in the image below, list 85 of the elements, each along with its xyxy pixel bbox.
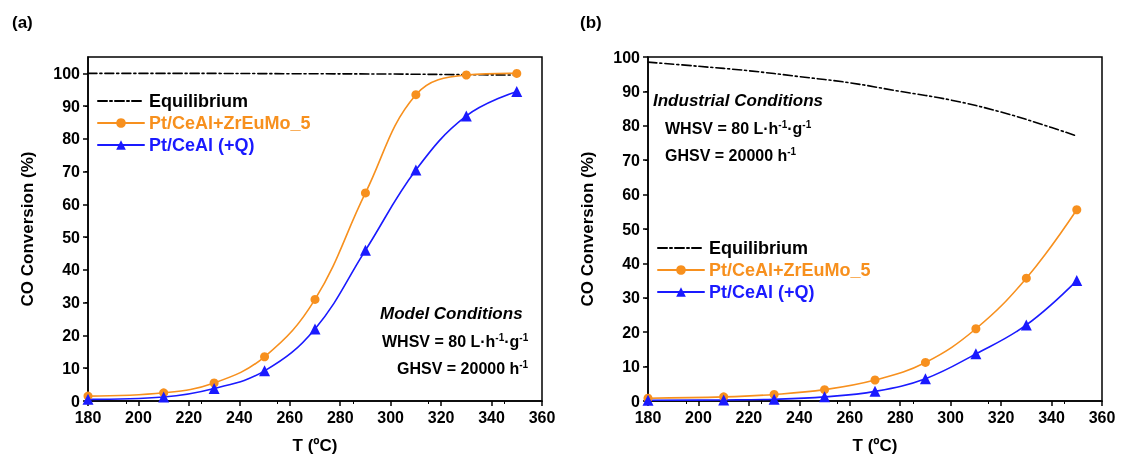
point xyxy=(1071,275,1083,287)
y-tick-label: 20 xyxy=(622,323,641,341)
y-tick-label: 70 xyxy=(622,151,641,169)
x-tick-label: 220 xyxy=(735,408,763,426)
x-tick-label: 320 xyxy=(427,408,455,426)
point xyxy=(310,294,320,304)
y-tick-label: 100 xyxy=(613,48,641,66)
point xyxy=(208,383,220,395)
y-tick-label: 80 xyxy=(62,130,81,148)
y-axis-title: CO Conversion (%) xyxy=(578,151,597,307)
x-tick-label: 180 xyxy=(634,408,662,426)
point xyxy=(410,164,422,176)
x-tick-label: 280 xyxy=(886,408,914,426)
annotation: Industrial Conditions xyxy=(653,91,823,110)
point xyxy=(259,365,271,377)
y-tick-label: 60 xyxy=(62,195,81,213)
x-axis-title: T (ºC) xyxy=(852,436,898,455)
point xyxy=(512,68,522,78)
point xyxy=(820,385,830,395)
legend-label: Equilibrium xyxy=(149,91,248,111)
y-tick-label: 40 xyxy=(62,261,81,279)
point xyxy=(511,85,523,97)
y-tick-label: 90 xyxy=(62,97,81,115)
y-tick-label: 80 xyxy=(622,117,641,135)
x-tick-label: 300 xyxy=(377,408,405,426)
x-tick-label: 180 xyxy=(74,408,102,426)
point xyxy=(359,244,371,256)
point xyxy=(970,348,982,360)
point xyxy=(309,323,321,335)
point xyxy=(460,110,472,122)
x-tick-label: 200 xyxy=(685,408,712,426)
chart-title: (a) xyxy=(12,13,33,32)
point xyxy=(461,70,471,80)
legend-label: Pt/CeAl (+Q) xyxy=(709,282,815,302)
point xyxy=(971,324,981,334)
y-tick-label: 90 xyxy=(622,82,641,100)
point xyxy=(158,391,170,403)
chart-title: (b) xyxy=(580,13,602,32)
annotation: Model Conditions xyxy=(380,304,523,323)
point xyxy=(768,393,780,405)
y-tick-label: 30 xyxy=(62,294,81,312)
x-tick-label: 240 xyxy=(225,408,253,426)
point xyxy=(920,357,930,367)
y-tick-label: 50 xyxy=(62,228,81,246)
point xyxy=(82,393,94,405)
x-tick-label: 340 xyxy=(478,408,505,426)
point xyxy=(1072,205,1082,215)
y-tick-label: 40 xyxy=(622,254,641,272)
y-tick-label: 0 xyxy=(631,392,641,410)
point xyxy=(411,90,421,100)
legend-label: Equilibrium xyxy=(709,238,808,258)
y-tick-label: 60 xyxy=(622,186,641,204)
legend-label: Pt/CeAl+ZrEuMo_5 xyxy=(709,260,871,280)
y-tick-label: 70 xyxy=(62,163,81,181)
y-tick-label: 0 xyxy=(71,392,81,410)
x-tick-label: 340 xyxy=(1038,408,1065,426)
point xyxy=(260,352,270,362)
x-tick-label: 360 xyxy=(1088,408,1116,426)
legend-label: Pt/CeAl (+Q) xyxy=(149,135,255,155)
x-tick-label: 300 xyxy=(937,408,965,426)
point xyxy=(360,188,370,198)
x-tick-label: 240 xyxy=(785,408,813,426)
legend-label: Pt/CeAl+ZrEuMo_5 xyxy=(149,113,311,133)
point xyxy=(1021,273,1031,283)
point xyxy=(819,391,831,403)
y-tick-label: 30 xyxy=(622,289,641,307)
y-tick-label: 10 xyxy=(62,359,81,377)
point xyxy=(718,394,730,406)
y-tick-label: 50 xyxy=(622,220,641,238)
x-tick-label: 220 xyxy=(175,408,203,426)
y-tick-label: 20 xyxy=(62,326,81,344)
x-tick-label: 200 xyxy=(125,408,152,426)
x-tick-label: 360 xyxy=(528,408,556,426)
x-tick-label: 260 xyxy=(836,408,864,426)
y-axis-title: CO Conversion (%) xyxy=(18,151,37,307)
x-tick-label: 280 xyxy=(326,408,354,426)
y-tick-label: 100 xyxy=(53,64,81,82)
x-tick-label: 260 xyxy=(276,408,304,426)
y-tick-label: 10 xyxy=(622,358,641,376)
point xyxy=(870,375,880,385)
x-tick-label: 320 xyxy=(987,408,1015,426)
point xyxy=(869,385,881,397)
point xyxy=(919,373,931,385)
x-axis-title: T (ºC) xyxy=(292,436,338,455)
point xyxy=(1020,319,1032,331)
